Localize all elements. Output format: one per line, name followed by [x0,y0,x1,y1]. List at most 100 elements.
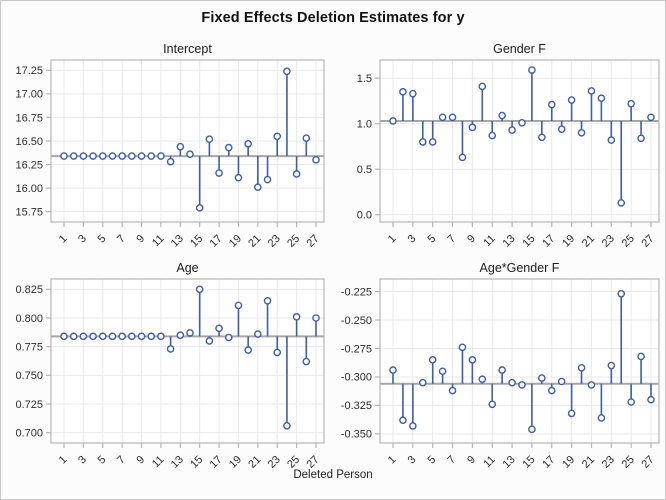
estimate-marker [157,332,165,341]
x-tick-label: 23 [600,233,617,250]
y-tick-label: 0.800 [15,313,43,325]
x-tick-label: 9 [465,454,478,467]
panel-plot-1: 1.51.00.50.01 3 5 7 9 11 13 15 17 19 21 23 25 27 [357,59,660,250]
estimate-marker [283,67,291,76]
estimate-marker [547,386,556,395]
y-tick-label: -0.250 [341,315,372,327]
estimate-marker [547,100,556,109]
y-tick-label: 0.825 [15,284,43,296]
estimate-marker [647,395,655,404]
estimate-marker [186,329,194,337]
estimate-marker [128,332,136,341]
y-tick-label: 0.0 [357,210,372,222]
y-tick-label: 0.750 [15,370,43,382]
x-tick-label: 25 [620,233,637,250]
x-tick-label: 3 [406,233,419,246]
estimate-marker [409,89,417,98]
estimate-marker [224,333,233,342]
x-tick-label: 19 [227,233,244,250]
y-tick-label: -0.325 [341,400,372,412]
estimate-marker [637,352,645,361]
x-tick-label: 19 [560,233,577,250]
estimate-marker [79,152,88,160]
y-tick-label: 1.0 [357,119,372,131]
x-tick-label: 1 [386,454,399,467]
estimate-marker [234,301,243,310]
estimate-marker [166,345,175,353]
estimate-marker [418,378,427,387]
x-tick-label: 1 [57,454,70,467]
estimate-marker [538,374,546,382]
x-tick-label: 7 [115,454,128,467]
estimate-marker [528,66,536,74]
x-tick-label: 17 [540,233,557,250]
estimate-marker [263,175,272,184]
estimate-marker [224,143,233,152]
estimate-marker [597,94,606,103]
y-tick-label: 16.75 [15,112,43,124]
y-tick-label: -0.350 [341,429,372,441]
x-tick-label: 11 [481,454,498,471]
estimate-marker [215,324,223,333]
y-tick-label: 17.00 [15,89,43,101]
y-tick-label: -0.300 [341,372,372,384]
estimate-marker [458,153,467,162]
x-tick-label: 11 [481,233,498,250]
estimate-marker [468,356,477,364]
y-tick-label: 0.700 [15,427,43,439]
estimate-marker [89,332,97,341]
estimate-marker [273,132,282,141]
estimate-marker [283,421,291,430]
x-tick-label: 23 [266,233,283,250]
estimate-marker [458,343,467,352]
estimate-marker [538,133,546,142]
estimate-marker [577,364,586,372]
estimate-marker [389,366,397,374]
y-tick-label: 1.5 [357,73,372,85]
x-tick-label: 5 [425,454,438,467]
estimate-marker [498,366,506,374]
x-tick-label: 11 [150,454,167,471]
estimate-marker [98,152,107,160]
y-tick-label: 0.775 [15,341,43,353]
x-tick-label: 15 [188,233,205,250]
estimate-marker [292,313,301,321]
estimate-marker [312,156,320,164]
estimate-marker [518,381,526,389]
estimate-marker [567,96,576,104]
estimate-marker [438,113,447,122]
estimate-marker [607,136,616,144]
estimate-marker [409,422,417,430]
x-tick-label: 9 [134,233,147,246]
y-tick-label: 16.25 [15,159,43,171]
estimate-marker [128,152,136,160]
estimate-marker [478,375,487,384]
estimate-marker [147,332,156,341]
estimate-marker [98,332,107,341]
x-tick-label: 7 [115,233,128,246]
x-tick-label: 13 [501,233,518,250]
x-tick-label: 17 [208,233,225,250]
estimate-marker [186,150,194,158]
estimate-marker [508,126,516,134]
estimate-marker [60,152,68,160]
estimate-marker [567,409,576,418]
x-tick-label: 9 [134,454,147,467]
y-tick-label: 0.5 [357,164,372,176]
x-tick-label: 15 [520,233,537,250]
x-tick-label: 5 [425,233,438,246]
x-tick-label: 13 [169,233,186,250]
x-tick-label: 27 [639,233,656,250]
estimate-marker [418,138,427,146]
x-tick-label: 3 [76,454,89,467]
estimate-marker [302,134,311,142]
estimate-marker [518,118,526,127]
estimate-marker [399,88,407,96]
x-tick-label: 5 [96,454,109,467]
estimate-marker [234,173,243,182]
x-tick-label: 21 [580,233,597,250]
x-axis-title: Deleted Person [293,469,373,481]
x-tick-label: 3 [76,233,89,246]
estimate-marker [468,123,477,132]
